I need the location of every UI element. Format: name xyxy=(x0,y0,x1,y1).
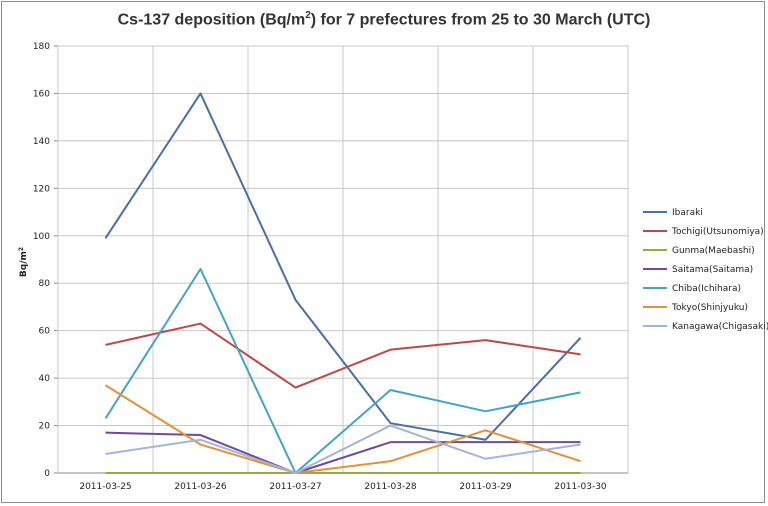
y-tick-label: 180 xyxy=(33,42,50,52)
legend-label: Ibaraki xyxy=(672,208,703,218)
series-line-6 xyxy=(104,384,581,474)
y-tick-label: 40 xyxy=(39,374,51,384)
legend-label: Chiba(Ichihara) xyxy=(672,284,741,294)
legend: Ibaraki Tochigi(Utsunomiya) Gunma(Maebashi… xyxy=(643,208,768,332)
y-tick-label: 120 xyxy=(33,184,50,194)
series-line-5 xyxy=(104,267,581,474)
gridlines xyxy=(54,45,629,474)
y-tick-label: 80 xyxy=(39,279,51,289)
x-tick-label: 2011-03-25 xyxy=(79,482,131,492)
y-tick-label: 60 xyxy=(39,327,51,337)
x-tick-label: 2011-03-26 xyxy=(174,482,227,492)
y-axis-label: Bq/m2 xyxy=(18,247,29,277)
series-line-2 xyxy=(105,322,581,389)
legend-label: Kanagawa(Chigasaki) xyxy=(672,322,768,332)
series-line-1 xyxy=(104,92,582,441)
y-tick-label: 0 xyxy=(44,469,50,479)
x-axis-ticks: 2011-03-25 2011-03-26 2011-03-27 2011-03-28… xyxy=(79,482,607,492)
y-tick-label: 20 xyxy=(39,422,51,432)
chart-title: Cs-137 deposition (Bq/m2) for 7 prefectu… xyxy=(117,10,651,29)
legend-label: Tochigi(Utsunomiya) xyxy=(671,227,764,237)
y-tick-label: 160 xyxy=(33,89,50,99)
y-tick-label: 140 xyxy=(33,137,50,147)
x-tick-label: 2011-03-28 xyxy=(364,482,417,492)
series-line-7 xyxy=(105,424,581,474)
legend-label: Tokyo(Shinjyuku) xyxy=(671,303,748,313)
x-tick-label: 2011-03-27 xyxy=(269,482,321,492)
series-lines xyxy=(104,92,582,474)
x-tick-label: 2011-03-29 xyxy=(459,482,512,492)
legend-label: Gunma(Maebashi) xyxy=(672,246,755,256)
y-axis-ticks: 0 20 40 60 80 100 120 140 160 180 xyxy=(33,42,50,479)
y-tick-label: 100 xyxy=(33,232,50,242)
x-tick-label: 2011-03-30 xyxy=(554,482,607,492)
legend-label: Saitama(Saitama) xyxy=(672,265,753,275)
